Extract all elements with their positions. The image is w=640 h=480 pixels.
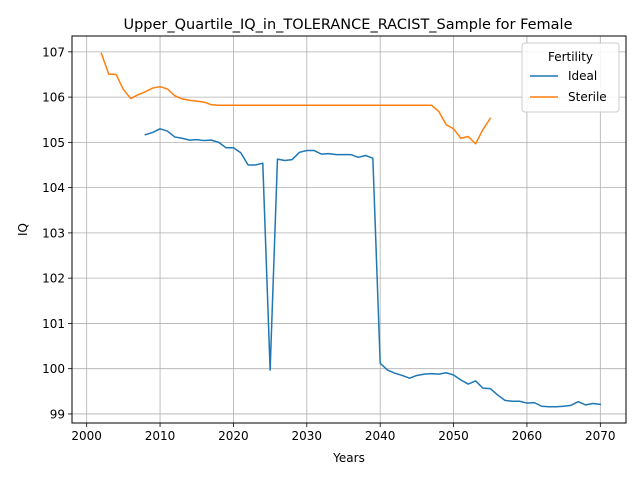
series-layer — [100, 52, 602, 408]
legend-label-sterile: Sterile — [568, 90, 607, 104]
y-axis-label: IQ — [16, 223, 30, 236]
x-axis-label: Years — [332, 451, 365, 465]
chart-title: Upper_Quartile_IQ_in_TOLERANCE_RACIST_Sa… — [123, 17, 572, 33]
legend-box — [521, 42, 620, 113]
y-tick-label: 101 — [42, 317, 65, 331]
x-tick-label: 2020 — [218, 429, 249, 443]
series-line-ideal — [144, 128, 602, 408]
y-axis: 99 100 101 102 103 104 105 106 107 — [42, 45, 72, 421]
series-line-sterile — [100, 52, 492, 145]
legend-label-ideal: Ideal — [568, 69, 597, 83]
y-tick-label: 107 — [42, 45, 65, 59]
y-tick-label: 105 — [42, 136, 65, 150]
x-tick-label: 2010 — [145, 429, 176, 443]
x-axis: 2000 2010 2020 2030 2040 2050 2060 2070 — [71, 423, 616, 443]
legend-title: Fertility — [548, 50, 593, 64]
x-tick-label: 2050 — [438, 429, 469, 443]
plot-frame — [71, 35, 627, 424]
x-tick-label: 2060 — [512, 429, 543, 443]
x-tick-label: 2070 — [585, 429, 616, 443]
y-tick-label: 103 — [42, 226, 65, 240]
y-tick-label: 106 — [42, 91, 65, 105]
y-tick-label: 99 — [50, 407, 65, 421]
x-tick-label: 2030 — [292, 429, 323, 443]
x-tick-label: 2040 — [365, 429, 396, 443]
y-tick-label: 102 — [42, 272, 65, 286]
y-tick-label: 104 — [42, 181, 65, 195]
y-tick-label: 100 — [42, 362, 65, 376]
grid — [72, 36, 626, 423]
x-tick-label: 2000 — [71, 429, 102, 443]
legend: Fertility Ideal Sterile — [521, 42, 620, 113]
